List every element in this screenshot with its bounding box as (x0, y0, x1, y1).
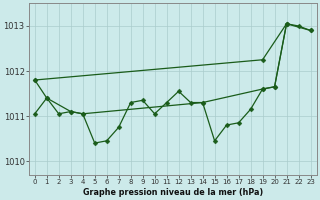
X-axis label: Graphe pression niveau de la mer (hPa): Graphe pression niveau de la mer (hPa) (83, 188, 263, 197)
